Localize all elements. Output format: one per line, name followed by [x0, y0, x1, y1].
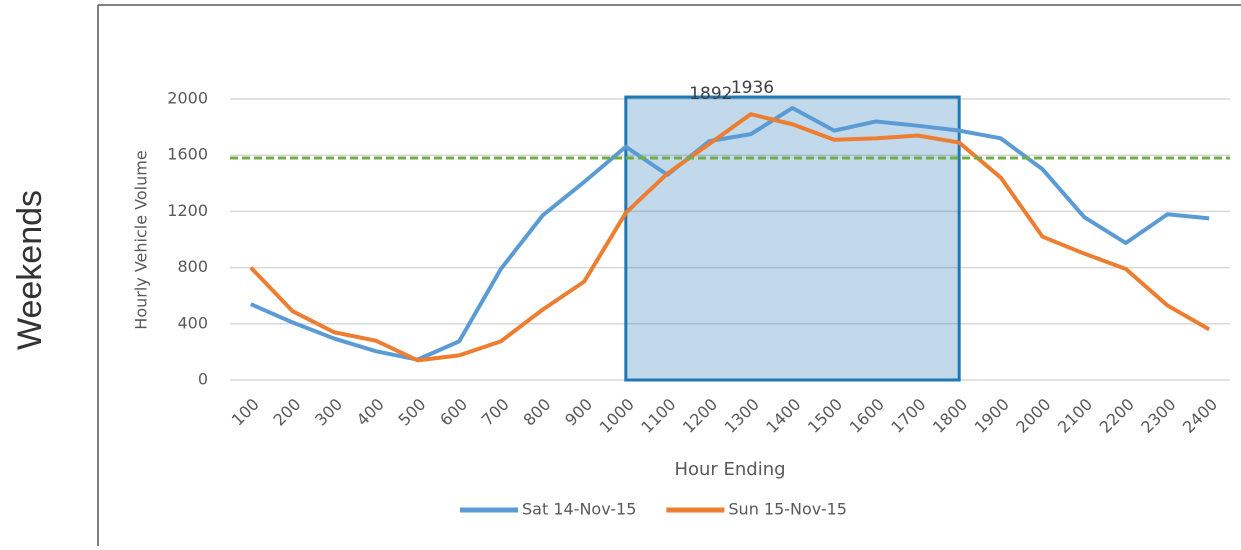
- y-tick-label: 800: [177, 257, 208, 276]
- x-tick-label: 1300: [721, 395, 763, 437]
- x-tick-label: 2200: [1096, 395, 1138, 437]
- legend-label: Sat 14-Nov-15: [522, 500, 636, 519]
- x-tick-label: 600: [436, 395, 471, 430]
- x-tick-label: 1100: [637, 395, 679, 437]
- x-tick-label: 800: [519, 395, 554, 430]
- x-tick-label: 1200: [679, 395, 721, 437]
- highlight-box: [624, 95, 961, 382]
- series-line: [249, 112, 1211, 363]
- x-tick-label: 1400: [762, 395, 804, 437]
- x-tick-label: 2100: [1054, 395, 1096, 437]
- data-label: 1892: [689, 84, 732, 104]
- x-tick-label: 700: [478, 395, 513, 430]
- x-tick-label: 2400: [1179, 395, 1221, 437]
- x-tick-label: 1500: [804, 395, 846, 437]
- x-tick-label: 200: [269, 395, 304, 430]
- x-tick-label: 500: [394, 395, 429, 430]
- y-tick-label: 1200: [167, 201, 208, 220]
- x-tick-label: 100: [228, 395, 263, 430]
- side-label: Weekends: [11, 190, 49, 350]
- y-tick-label: 400: [177, 313, 208, 332]
- x-tick-label: 2300: [1137, 395, 1179, 437]
- legend-label: Sun 15-Nov-15: [728, 500, 847, 519]
- x-tick-label: 300: [311, 395, 346, 430]
- x-tick-label: 1800: [929, 395, 971, 437]
- x-tick-label: 1900: [971, 395, 1013, 437]
- x-axis-title: Hour Ending: [674, 459, 785, 480]
- y-axis-title: Hourly Vehicle Volume: [132, 150, 151, 329]
- y-tick-label: 0: [198, 370, 208, 389]
- x-tick-label: 1600: [846, 395, 888, 437]
- y-tick-label: 1600: [167, 145, 208, 164]
- data-label: 1936: [731, 78, 774, 98]
- x-tick-label: 2000: [1012, 395, 1054, 437]
- x-tick-label: 1700: [887, 395, 929, 437]
- x-tick-label: 400: [353, 395, 388, 430]
- x-tick-label: 1000: [596, 395, 638, 437]
- x-tick-label: 900: [561, 395, 596, 430]
- y-tick-label: 2000: [167, 89, 208, 108]
